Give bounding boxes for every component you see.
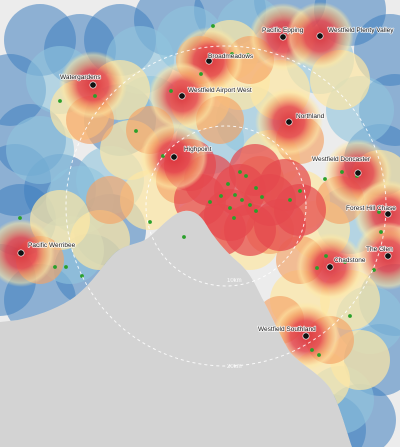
green-store-dot <box>199 72 203 76</box>
green-store-dot <box>208 200 212 204</box>
store-marker-highpoint[interactable] <box>170 153 178 161</box>
green-store-dot <box>58 99 62 103</box>
green-store-dot <box>246 53 250 57</box>
store-label-northland: Northland <box>296 113 325 120</box>
ring-20km <box>65 45 387 367</box>
ring-label-10km: 10km <box>227 278 242 284</box>
green-store-dot <box>161 154 165 158</box>
green-store-dot <box>343 260 347 264</box>
green-store-dot <box>288 198 292 202</box>
green-store-dot <box>232 216 236 220</box>
green-store-dot <box>148 220 152 224</box>
green-store-dot <box>219 194 223 198</box>
mid-catchment <box>6 116 74 184</box>
green-store-dot <box>240 198 244 202</box>
green-store-dot <box>64 265 68 269</box>
green-store-dot <box>248 203 252 207</box>
green-store-dot <box>233 193 237 197</box>
store-label-the-glen: The Glen <box>366 246 393 253</box>
store-marker-forest-hill-chase[interactable] <box>384 210 392 218</box>
green-store-dot <box>211 24 215 28</box>
green-store-dot <box>260 195 264 199</box>
store-marker-westfield-doncaster[interactable] <box>354 169 362 177</box>
green-store-dot <box>93 94 97 98</box>
distance-rings: 10km 20km <box>65 45 387 370</box>
store-label-westfield-airport-west: Westfield Airport West <box>188 87 252 94</box>
store-labels: Pacific Epping Westfield Plenty Valley Bro… <box>27 26 397 334</box>
store-label-forest-hill-chase: Forest Hill Chase <box>346 205 396 212</box>
green-store-dot <box>323 177 327 181</box>
store-markers[interactable] <box>17 32 392 340</box>
green-store-dot <box>53 265 57 269</box>
store-label-chadstone: Chadstone <box>334 257 366 264</box>
green-store-dot <box>377 210 381 214</box>
store-marker-northland[interactable] <box>285 118 293 126</box>
green-store-dot <box>379 230 383 234</box>
ring-10km <box>145 125 307 287</box>
green-store-dot <box>230 52 234 56</box>
green-store-dot <box>182 235 186 239</box>
store-marker-watergardens[interactable] <box>89 81 97 89</box>
green-store-dot <box>244 174 248 178</box>
green-store-dot <box>340 170 344 174</box>
store-marker-westfield-southland[interactable] <box>302 332 310 340</box>
store-marker-chadstone[interactable] <box>326 263 334 271</box>
store-marker-westfield-plenty-valley[interactable] <box>316 32 324 40</box>
green-store-dot <box>372 268 376 272</box>
store-label-westfield-doncaster: Westfield Doncaster <box>312 156 371 163</box>
green-store-dot <box>254 186 258 190</box>
green-store-dot <box>315 266 319 270</box>
store-label-broadmeadows: Broadmeadows <box>208 53 254 60</box>
store-label-pacific-werribee: Pacific Werribee <box>28 242 76 249</box>
store-marker-pacific-werribee[interactable] <box>17 249 25 257</box>
green-store-dot <box>238 170 242 174</box>
store-label-westfield-southland: Westfield Southland <box>258 326 316 333</box>
green-store-dot <box>18 216 22 220</box>
green-store-dot <box>348 314 352 318</box>
green-store-dot <box>310 348 314 352</box>
green-store-dot <box>134 129 138 133</box>
store-marker-westfield-airport-west[interactable] <box>178 92 186 100</box>
green-store-dot <box>317 353 321 357</box>
far-catchment <box>354 14 400 86</box>
green-dot-layer <box>18 24 383 357</box>
green-store-dot <box>298 189 302 193</box>
store-marker-the-glen[interactable] <box>384 252 392 260</box>
store-label-pacific-epping: Pacific Epping <box>262 27 304 34</box>
store-marker-broadmeadows[interactable] <box>205 57 213 65</box>
store-label-westfield-plenty-valley: Westfield Plenty Valley <box>328 27 394 34</box>
green-store-dot <box>324 254 328 258</box>
store-marker-pacific-epping[interactable] <box>279 33 287 41</box>
ring-label-20km: 20km <box>227 364 242 370</box>
green-store-dot <box>228 206 232 210</box>
store-label-watergardens: Watergardens <box>60 74 101 81</box>
green-store-dot <box>226 182 230 186</box>
core-catchment <box>274 184 326 236</box>
close-catchment <box>86 176 134 224</box>
green-store-dot <box>254 209 258 213</box>
store-label-highpoint: Highpoint <box>184 146 212 153</box>
green-store-dot <box>169 89 173 93</box>
